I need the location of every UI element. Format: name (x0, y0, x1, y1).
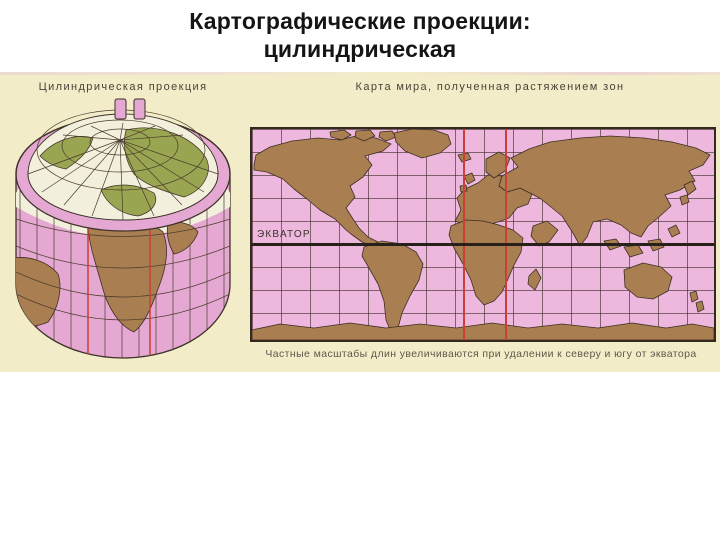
dome-europe (100, 184, 157, 217)
dome-north-america (39, 136, 94, 170)
figure-caption: Частные масштабы длин увеличиваются при … (265, 348, 697, 360)
scanned-figure: Цилиндрическая проекция Карта мира, полу… (0, 72, 720, 372)
land-south-america (361, 240, 424, 333)
land-madagascar (527, 268, 542, 291)
zone-boundary-meridian-right (505, 129, 507, 340)
land-australia (623, 262, 673, 300)
slide-title-line-2: цилиндрическая (263, 36, 457, 62)
cylinder-panel-label: Цилиндрическая проекция (38, 81, 208, 93)
land-new-zealand (689, 290, 705, 313)
land-asia (498, 135, 711, 247)
world-map-land-graphic (252, 129, 714, 340)
dome-meridians (27, 122, 219, 221)
cylinder-projection-graphic (15, 98, 231, 359)
cylinder-slit-tab-left (114, 98, 127, 120)
land-greenland (393, 129, 452, 159)
land-africa (448, 219, 524, 306)
equator-line (252, 243, 714, 246)
land-southeast-asia-islands (603, 224, 681, 258)
land-japan (679, 180, 697, 206)
cylinder-slit-tab-right (133, 98, 146, 120)
map-panel-label: Карта мира, полученная растяжением зон (355, 81, 625, 93)
cylinder-projection-illustration (8, 94, 238, 366)
equator-label: ЭКВАТОР (257, 229, 311, 240)
land-arctic-islands (329, 129, 397, 142)
wall-arabia (166, 222, 199, 255)
world-map: ЭКВАТОР (250, 127, 716, 342)
land-arabia (530, 220, 559, 247)
slide-title: Картографические проекции: цилиндрическа… (0, 7, 720, 63)
slide-title-line-1: Картографические проекции: (189, 8, 531, 34)
zone-boundary-meridian-left (463, 129, 465, 340)
land-antarctica (252, 322, 714, 340)
dome-eurasia (124, 127, 209, 198)
